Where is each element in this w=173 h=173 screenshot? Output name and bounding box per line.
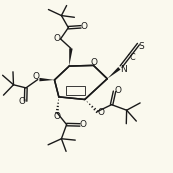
Text: C: C xyxy=(129,53,135,62)
Polygon shape xyxy=(107,67,121,79)
Polygon shape xyxy=(39,78,54,81)
Text: S: S xyxy=(138,42,144,51)
Text: O: O xyxy=(33,72,39,81)
Text: O: O xyxy=(53,112,60,121)
Text: O: O xyxy=(98,108,104,117)
Text: O: O xyxy=(115,86,122,95)
Text: O: O xyxy=(81,22,88,31)
Text: Abs: Abs xyxy=(69,88,82,93)
Text: O: O xyxy=(80,120,86,129)
Text: O: O xyxy=(54,34,61,43)
Text: O: O xyxy=(91,58,98,67)
Polygon shape xyxy=(69,48,73,66)
Text: O: O xyxy=(18,97,25,106)
FancyBboxPatch shape xyxy=(66,86,85,95)
Text: N: N xyxy=(120,65,127,74)
